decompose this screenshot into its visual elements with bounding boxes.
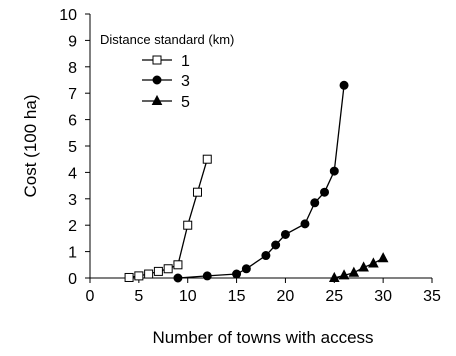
- series-1-point: [173, 260, 183, 270]
- x-tick-label: 15: [228, 288, 246, 305]
- series-3-point: [202, 271, 212, 281]
- series-1-point: [134, 271, 144, 281]
- series-3-point: [329, 166, 339, 176]
- legend-label: 1: [181, 53, 190, 70]
- legend-item-1: 1: [142, 53, 190, 70]
- legend-swatch-marker: [152, 75, 162, 85]
- x-tick-label: 5: [134, 288, 143, 305]
- x-tick-label: 10: [179, 288, 197, 305]
- y-tick-label: 10: [59, 7, 77, 24]
- series-1-point: [202, 154, 212, 164]
- series-1-point: [183, 220, 193, 230]
- legend-label: 3: [181, 73, 190, 90]
- y-tick-label: 7: [68, 86, 77, 103]
- x-tick-label: 0: [86, 288, 95, 305]
- series-3: [173, 80, 349, 283]
- y-tick-label: 6: [68, 113, 77, 130]
- plot-area: [89, 14, 432, 279]
- series-3-point: [310, 198, 320, 208]
- legend-label: 5: [181, 94, 190, 111]
- series-5-point: [338, 269, 350, 280]
- x-tick-label: 35: [423, 288, 441, 305]
- series-3-point: [173, 273, 183, 283]
- series-1-point: [192, 187, 202, 197]
- series-3-point: [339, 80, 349, 90]
- y-tick-label: 8: [68, 60, 77, 77]
- series-3-point: [320, 187, 330, 197]
- legend: Distance standard (km) 1 3 5: [100, 32, 234, 111]
- series-3-point: [241, 264, 251, 274]
- series-5-point: [348, 266, 360, 277]
- series-1-line: [128, 159, 208, 279]
- legend-item-5: 5: [142, 94, 190, 111]
- legend-title: Distance standard (km): [100, 32, 234, 47]
- legend-swatch-marker: [152, 55, 162, 65]
- y-tick-label: 9: [68, 33, 77, 50]
- y-tick-label: 2: [68, 218, 77, 235]
- x-tick-label: 30: [374, 288, 392, 305]
- legend-items: 1 3 5: [142, 53, 190, 111]
- series-1-point: [153, 266, 163, 276]
- series-1-point: [163, 264, 173, 274]
- legend-swatch-marker: [151, 94, 163, 105]
- series-5-point: [368, 257, 379, 268]
- x-tick-label: 25: [325, 288, 343, 305]
- y-tick-label: 3: [68, 192, 77, 209]
- legend-item-3: 3: [142, 73, 190, 90]
- series-layer: [124, 80, 389, 283]
- x-tick-label: 20: [277, 288, 295, 305]
- y-tick-label: 0: [68, 271, 77, 288]
- y-axis-ticks: 0 1 2 3 4 5 6 7 8 9 10: [59, 7, 90, 288]
- series-3-point: [271, 240, 281, 250]
- series-3-point: [232, 269, 242, 279]
- series-5: [328, 252, 389, 282]
- series-3-point: [280, 229, 290, 239]
- series-1-point: [124, 272, 134, 282]
- y-tick-label: 4: [68, 165, 77, 182]
- series-3-point: [261, 251, 271, 261]
- series-3-point: [300, 219, 310, 229]
- x-axis-ticks: 0 5 10 15 20 25 30 35: [86, 278, 441, 305]
- series-5-point: [328, 271, 340, 282]
- y-tick-label: 1: [68, 245, 77, 262]
- x-axis-title: Number of towns with access: [152, 328, 373, 347]
- series-3-line: [177, 85, 345, 279]
- series-1-point: [144, 269, 154, 279]
- series-1: [124, 154, 212, 282]
- series-5-point: [358, 261, 369, 272]
- series-5-point: [377, 252, 389, 263]
- y-tick-label: 5: [68, 139, 77, 156]
- y-axis-title: Cost (100 ha): [21, 95, 40, 198]
